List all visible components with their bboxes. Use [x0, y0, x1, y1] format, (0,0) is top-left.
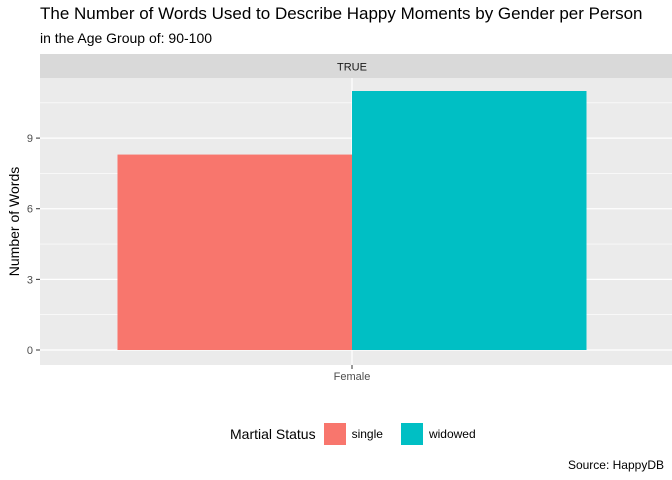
y-tick-label: 6: [27, 204, 33, 216]
x-tick-label: Female: [334, 371, 371, 383]
legend: Martial Status single widowed: [230, 423, 494, 445]
y-tick-label: 3: [27, 274, 33, 286]
legend-label-single: single: [351, 427, 383, 441]
bars: [117, 91, 587, 350]
legend-key-widowed: [400, 423, 423, 445]
legend-label-widowed: widowed: [428, 427, 476, 441]
y-axis-title: Number of Words: [6, 167, 22, 276]
chart-plot: TRUE 0 3 6 9 Female Number of Words: [6, 54, 672, 383]
y-tick-label: 0: [27, 345, 33, 357]
facet-label: TRUE: [337, 62, 367, 74]
facet-strip: [40, 54, 672, 78]
bar-widowed: [352, 91, 587, 350]
chart-subtitle: in the Age Group of: 90-100: [40, 30, 213, 46]
y-tick-label: 9: [27, 133, 33, 145]
bar-single: [117, 154, 352, 350]
legend-title: Martial Status: [230, 426, 316, 442]
legend-key-single: [323, 423, 346, 445]
axes: 0 3 6 9 Female: [27, 133, 370, 383]
chart-title: The Number of Words Used to Describe Hap…: [40, 4, 643, 23]
chart-caption: Source: HappyDB: [567, 458, 664, 472]
